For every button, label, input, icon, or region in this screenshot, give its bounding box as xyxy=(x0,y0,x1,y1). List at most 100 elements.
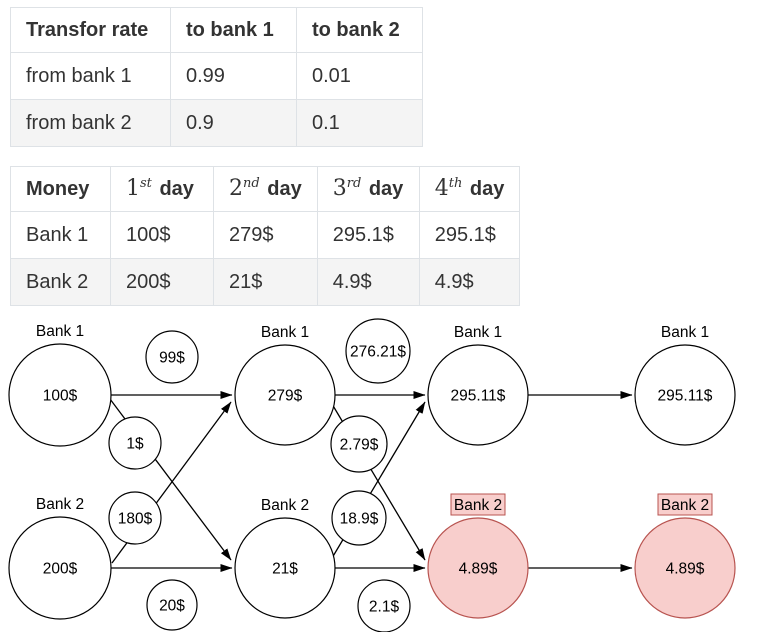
transfer-amount-label: 20$ xyxy=(159,598,185,615)
transfer-amount-label: 2.1$ xyxy=(369,599,400,616)
rate-table-row: from bank 2 0.9 0.1 xyxy=(10,99,423,147)
rate-table-header-cell: Transfor rate xyxy=(10,7,171,53)
transfer-amount-circle xyxy=(330,415,388,473)
bank-node-amount: 21$ xyxy=(272,561,298,578)
transfer-amount-circle xyxy=(145,330,199,384)
day-word: day xyxy=(469,178,505,200)
bank-node-title: Bank 1 xyxy=(661,324,709,341)
day-ordinal-suffix: st xyxy=(140,176,152,191)
transfer-amount-label: 180$ xyxy=(118,511,153,528)
money-table-cell: 100$ xyxy=(110,211,214,259)
day-word: day xyxy=(368,178,404,200)
transfer-amount-badge: 1$ xyxy=(108,416,162,470)
transfer-amount-label: 2.79$ xyxy=(340,437,379,454)
bank-node-circle xyxy=(427,517,529,619)
bank-transfer-diagram-svg: 99$ 1$ 180$ 20$ 276.21$ 2.79$ 18.9$ 2.1$ Bank 1 1… xyxy=(8,318,736,633)
node-bank2-day1: Bank 2 200$ xyxy=(8,496,112,620)
money-table-cell: Bank 1 xyxy=(10,211,111,259)
rate-table-cell: 0.9 xyxy=(170,99,297,147)
money-table-corner-header: Money xyxy=(10,166,111,212)
money-table-day-header: 3rd day xyxy=(316,166,420,212)
money-table-cell: Bank 2 xyxy=(10,258,111,306)
money-table-day-header: 2nd day xyxy=(213,166,318,212)
node-bank1-day4: Bank 1 295.11$ xyxy=(634,324,736,446)
transfer-amount-label: 18.9$ xyxy=(340,511,379,528)
rate-table-cell: from bank 2 xyxy=(10,99,171,147)
bank-node-amount: 100$ xyxy=(43,388,78,405)
bank-node-title: Bank 2 xyxy=(454,497,502,514)
highlighted-label-box xyxy=(450,493,506,516)
rate-table-row: from bank 1 0.99 0.01 xyxy=(10,52,423,100)
rate-table-header-row: Transfor rate to bank 1 to bank 2 xyxy=(10,7,423,53)
day-ordinal-suffix: rd xyxy=(346,176,362,191)
money-table-cell: 21$ xyxy=(213,258,318,306)
bank-node-title: Bank 2 xyxy=(36,496,84,513)
transfer-amount-badge: 180$ xyxy=(108,491,162,545)
node-bank2-day2: Bank 2 21$ xyxy=(234,497,336,619)
bank-node-circle xyxy=(234,517,336,619)
money-table-cell: 279$ xyxy=(213,211,318,259)
highlighted-label-box xyxy=(657,493,713,516)
rate-table-header-cell: to bank 1 xyxy=(170,7,297,53)
transfer-amount-circle xyxy=(108,491,162,545)
bank-node-amount: 4.89$ xyxy=(459,561,498,578)
bank-node-amount: 200$ xyxy=(43,561,78,578)
bank-node-amount: 295.11$ xyxy=(658,388,713,405)
transfer-amount-label: 276.21$ xyxy=(350,344,406,361)
bank-transfer-diagram: 99$ 1$ 180$ 20$ 276.21$ 2.79$ 18.9$ 2.1$ Bank 1 1… xyxy=(0,300,760,633)
money-table-day-header: 4th day xyxy=(418,166,521,212)
transfer-amount-badge: 18.9$ xyxy=(331,490,387,546)
bank-node-circle xyxy=(8,516,112,620)
bank-node-title: Bank 1 xyxy=(36,323,84,340)
day-ordinal-number: 3 xyxy=(332,176,347,201)
rate-table-cell: 0.1 xyxy=(296,99,423,147)
transfer-amount-badge: 2.1$ xyxy=(357,579,411,633)
bank-node-title: Bank 2 xyxy=(261,497,309,514)
bank-node-amount: 279$ xyxy=(268,388,303,405)
transfer-amount-circle xyxy=(146,579,198,631)
bank-node-circle xyxy=(634,344,736,446)
money-table-day-header: 1st day xyxy=(110,166,214,212)
bank-node-amount: 4.89$ xyxy=(666,561,705,578)
transfer-rate-table: Transfor rate to bank 1 to bank 2 from ban… xyxy=(10,7,423,147)
day-ordinal-number: 1 xyxy=(126,176,140,201)
money-table-cell: 295.1$ xyxy=(316,211,420,259)
money-table-cell: 4.9$ xyxy=(418,258,521,306)
money-table-cell: 200$ xyxy=(110,258,214,306)
day-ordinal-number: 4 xyxy=(434,176,449,201)
money-table-header-row: Money 1st day 2nd day 3rd day 4th day xyxy=(10,166,521,212)
money-per-day-table: Money 1st day 2nd day 3rd day 4th day Bank 1… xyxy=(10,166,521,306)
day-ordinal-suffix: nd xyxy=(243,176,260,191)
page-content: Transfor rate to bank 1 to bank 2 from ban… xyxy=(10,7,521,306)
transfer-amount-circle xyxy=(108,416,162,470)
rate-table-cell: from bank 1 xyxy=(10,52,171,100)
day-ordinal-number: 2 xyxy=(229,176,243,201)
transfer-amount-badge: 20$ xyxy=(146,579,198,631)
transfer-amount-circle xyxy=(331,490,387,546)
day-ordinal-suffix: th xyxy=(448,176,463,191)
transfer-amount-badge: 2.79$ xyxy=(330,415,388,473)
bank-node-amount: 295.11$ xyxy=(451,388,506,405)
money-table-cell: 4.9$ xyxy=(316,258,420,306)
money-table-row: Bank 2 200$ 21$ 4.9$ 4.9$ xyxy=(10,258,521,306)
bank-node-title: Bank 1 xyxy=(261,324,309,341)
node-bank1-day1: Bank 1 100$ xyxy=(8,323,112,447)
rate-table-header-cell: to bank 2 xyxy=(296,7,423,53)
day-word: day xyxy=(159,178,194,200)
bank-node-circle xyxy=(234,344,336,446)
node-bank2-day3: Bank 2 4.89$ xyxy=(427,493,529,619)
node-bank2-day4: Bank 2 4.89$ xyxy=(634,493,736,619)
transfer-amount-badge: 99$ xyxy=(145,330,199,384)
rate-table-cell: 0.01 xyxy=(296,52,423,100)
money-table-cell: 295.1$ xyxy=(418,211,521,259)
bank-node-circle xyxy=(427,344,529,446)
bank-node-circle xyxy=(634,517,736,619)
money-table-row: Bank 1 100$ 279$ 295.1$ 295.1$ xyxy=(10,211,521,259)
bank-node-circle xyxy=(8,343,112,447)
transfer-amount-badge: 276.21$ xyxy=(345,318,411,384)
bank-node-title: Bank 2 xyxy=(661,497,709,514)
node-bank1-day2: Bank 1 279$ xyxy=(234,324,336,446)
day-word: day xyxy=(267,178,302,200)
transfer-amount-label: 99$ xyxy=(159,350,185,367)
bank-node-title: Bank 1 xyxy=(454,324,502,341)
